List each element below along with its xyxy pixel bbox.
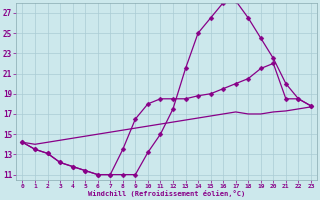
X-axis label: Windchill (Refroidissement éolien,°C): Windchill (Refroidissement éolien,°C) [88,190,245,197]
